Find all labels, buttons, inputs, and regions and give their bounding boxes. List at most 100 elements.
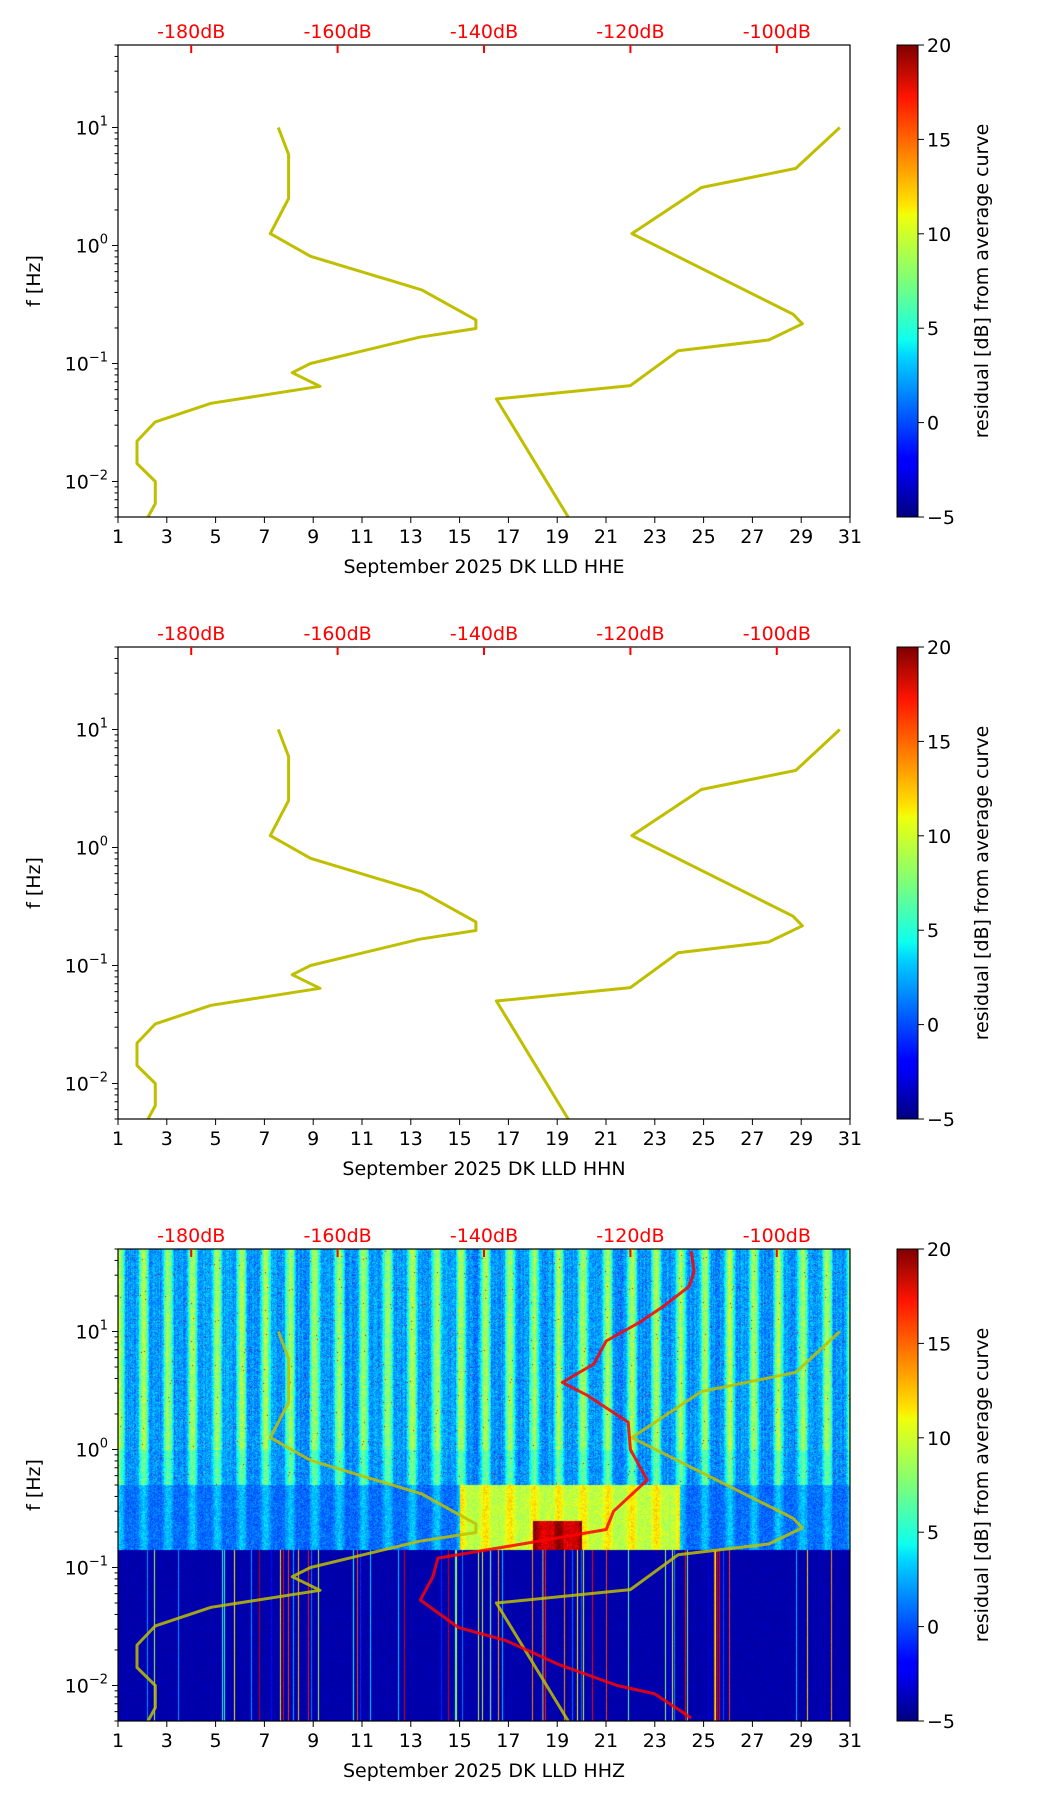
x-tick-label: 1: [112, 1128, 124, 1150]
colorbar-tick-label: −5: [927, 1109, 955, 1131]
colorbar-tick-label: 10: [927, 224, 951, 246]
y-tick-label: 10−2: [65, 1672, 108, 1697]
y-tick-exponent: −2: [89, 1070, 108, 1085]
x-tick-label: 27: [740, 1730, 764, 1752]
colorbar-tick-label: 0: [927, 1015, 939, 1037]
y-tick-label: 10−1: [65, 952, 108, 977]
x-tick-label: 23: [643, 1730, 667, 1752]
y-tick-base: 10: [65, 1073, 89, 1095]
y-tick-label: 101: [76, 716, 108, 741]
colorbar-tick-label: 0: [927, 1617, 939, 1639]
high-noise-model-line: [494, 126, 841, 518]
y-tick-base: 10: [65, 353, 89, 375]
y-tick-exponent: −1: [89, 1554, 108, 1569]
x-tick-label: 5: [210, 1730, 222, 1752]
x-tick-label: 7: [258, 526, 270, 548]
top-db-tick-label: -100dB: [743, 21, 811, 43]
x-tick-label: 9: [307, 526, 319, 548]
high-noise-model-line: [494, 728, 841, 1120]
colorbar-tick-label: 5: [927, 1522, 939, 1544]
x-axis-label: September 2025 DK LLD HHN: [342, 1158, 625, 1180]
x-tick-label: 19: [545, 526, 569, 548]
x-tick-label: 17: [496, 1730, 520, 1752]
top-db-tick-label: -120dB: [596, 21, 664, 43]
x-tick-label: 15: [448, 526, 472, 548]
colorbar: [896, 1248, 919, 1722]
x-tick-label: 17: [496, 1128, 520, 1150]
y-tick-base: 10: [76, 719, 100, 741]
y-tick-exponent: 0: [100, 834, 108, 849]
colorbar-tick-label: 15: [927, 1333, 951, 1355]
x-tick-label: 13: [399, 526, 423, 548]
y-tick-base: 10: [65, 955, 89, 977]
y-tick-label: 100: [76, 232, 108, 257]
x-tick-label: 3: [161, 1128, 173, 1150]
colorbar-tick-label: 20: [927, 1239, 951, 1261]
x-tick-label: 31: [838, 1730, 862, 1752]
x-tick-label: 11: [350, 526, 374, 548]
x-tick-label: 7: [258, 1128, 270, 1150]
top-db-tick-label: -100dB: [743, 623, 811, 645]
x-tick-label: 21: [594, 526, 618, 548]
colorbar-tick-label: −5: [927, 1711, 955, 1733]
x-tick-label: 15: [448, 1128, 472, 1150]
y-tick-label: 100: [76, 834, 108, 859]
low-noise-model-line: [135, 1330, 478, 1722]
x-tick-label: 3: [161, 526, 173, 548]
top-db-tick-label: -140dB: [450, 21, 518, 43]
top-db-tick-label: -140dB: [450, 623, 518, 645]
y-tick-label: 10−1: [65, 1554, 108, 1579]
y-tick-exponent: −2: [89, 1672, 108, 1687]
top-db-tick-label: -180dB: [157, 1225, 225, 1247]
top-db-tick-label: -120dB: [596, 1225, 664, 1247]
x-tick-label: 27: [740, 526, 764, 548]
y-tick-label: 100: [76, 1436, 108, 1461]
x-tick-label: 13: [399, 1128, 423, 1150]
high-noise-model-line: [494, 1330, 841, 1722]
top-db-tick-label: -100dB: [743, 1225, 811, 1247]
x-tick-label: 19: [545, 1128, 569, 1150]
y-tick-base: 10: [65, 1675, 89, 1697]
x-tick-label: 7: [258, 1730, 270, 1752]
top-db-tick-label: -160dB: [303, 21, 371, 43]
plot-frame: [117, 1248, 851, 1722]
x-tick-label: 5: [210, 526, 222, 548]
top-db-tick-label: -160dB: [303, 1225, 371, 1247]
low-noise-model-line: [135, 728, 478, 1120]
colorbar: [896, 646, 919, 1120]
x-tick-label: 25: [692, 1128, 716, 1150]
x-tick-label: 31: [838, 1128, 862, 1150]
x-tick-label: 27: [740, 1128, 764, 1150]
y-tick-base: 10: [76, 837, 100, 859]
x-tick-label: 1: [112, 1730, 124, 1752]
y-tick-base: 10: [76, 235, 100, 257]
plot-frame: [117, 44, 851, 518]
x-tick-label: 25: [692, 526, 716, 548]
average-curve-line: [418, 1250, 696, 1720]
top-db-tick-label: -180dB: [157, 623, 225, 645]
x-tick-label: 21: [594, 1128, 618, 1150]
y-tick-exponent: −1: [89, 350, 108, 365]
low-noise-model-line: [135, 126, 478, 518]
colorbar-tick-label: 5: [927, 318, 939, 340]
y-tick-label: 10−1: [65, 350, 108, 375]
y-tick-label: 10−2: [65, 468, 108, 493]
x-tick-label: 17: [496, 526, 520, 548]
x-tick-label: 25: [692, 1730, 716, 1752]
x-tick-label: 1: [112, 526, 124, 548]
plot-frame: [117, 646, 851, 1120]
x-axis-label: September 2025 DK LLD HHE: [343, 556, 624, 578]
colorbar-label: residual [dB] from average curve: [971, 124, 993, 439]
colorbar-label: residual [dB] from average curve: [971, 1328, 993, 1643]
x-tick-label: 15: [448, 1730, 472, 1752]
y-tick-base: 10: [76, 117, 100, 139]
y-tick-base: 10: [65, 471, 89, 493]
y-tick-exponent: 0: [100, 232, 108, 247]
y-tick-exponent: 0: [100, 1436, 108, 1451]
y-axis-label: f [Hz]: [23, 1459, 45, 1511]
colorbar-tick-label: 10: [927, 1428, 951, 1450]
x-tick-label: 5: [210, 1128, 222, 1150]
